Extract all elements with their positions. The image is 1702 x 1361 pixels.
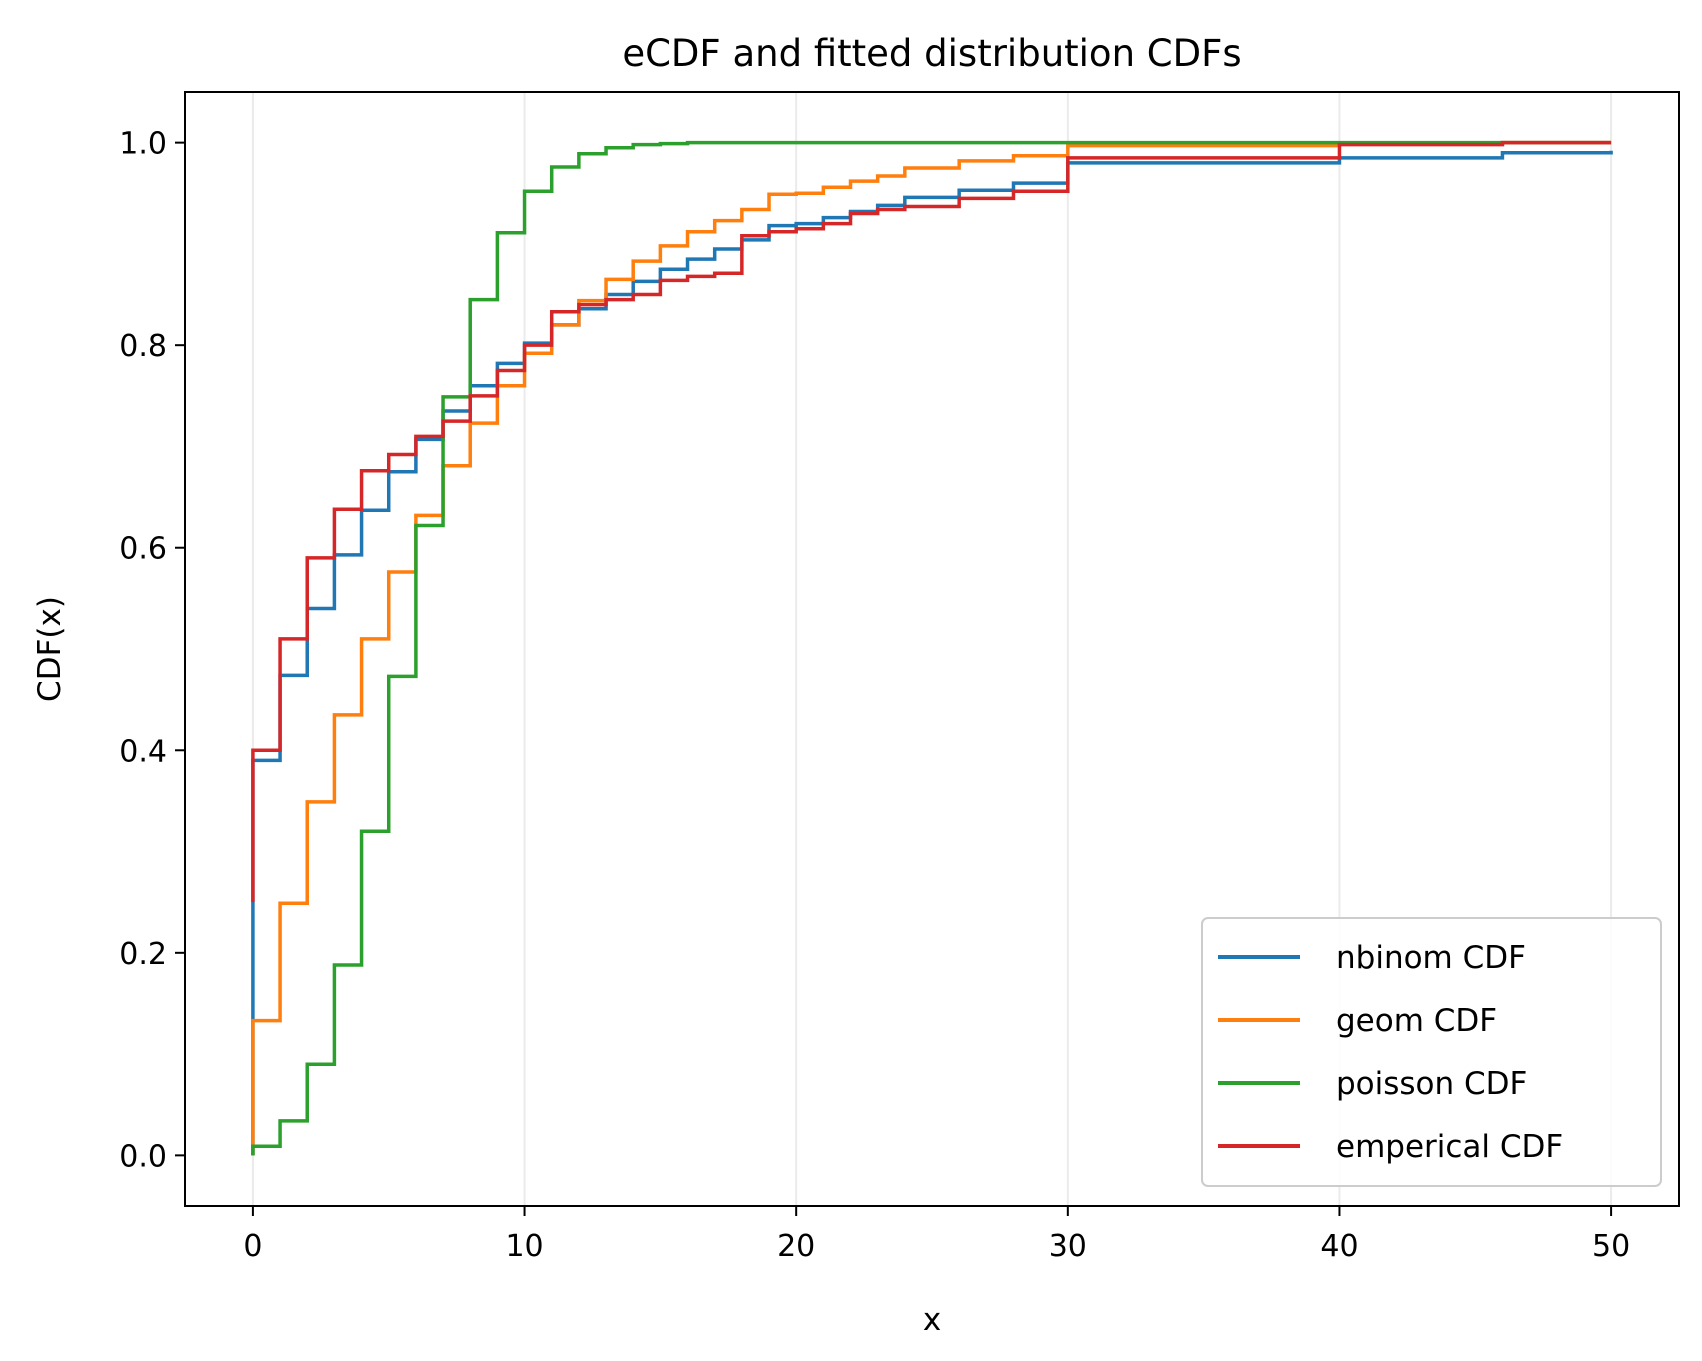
series-line [251,140,1612,1156]
x-tick-label: 50 [1592,1229,1630,1264]
legend-label: nbinom CDF [1336,940,1526,976]
y-tick-label: 0.8 [119,329,167,364]
y-axis-ticks: 0.0 0.2 0.4 0.6 0.8 1.0 [119,127,185,1174]
legend-label: poisson CDF [1336,1066,1527,1102]
x-tick-label: 30 [1049,1229,1087,1264]
series-line [251,140,1612,903]
y-tick-label: 0.0 [119,1139,167,1174]
y-tick-label: 0.4 [119,734,167,769]
legend-box [1201,917,1662,1187]
plot-frame [184,91,1680,1207]
y-tick-label: 0.6 [119,532,167,567]
legend: nbinom CDF geom CDF poisson CDF emperical C… [1201,917,1662,1187]
x-axis-ticks: 0 10 20 30 40 50 [243,1206,1630,1264]
series-layer [251,140,1613,1156]
legend-label: emperical CDF [1336,1129,1563,1165]
x-tick-label: 0 [243,1229,262,1264]
series-line [251,150,1613,1156]
y-tick-label: 0.2 [119,937,167,972]
y-tick-label: 1.0 [119,127,167,162]
x-tick-label: 10 [505,1229,543,1264]
legend-label: geom CDF [1336,1003,1497,1039]
y-axis-label: CDF(x) [32,596,68,702]
x-axis-label: x [923,1302,941,1338]
x-tick-label: 20 [777,1229,815,1264]
x-tick-label: 40 [1320,1229,1358,1264]
chart-title: eCDF and fitted distribution CDFs [622,32,1241,75]
series-line [251,140,1612,1156]
